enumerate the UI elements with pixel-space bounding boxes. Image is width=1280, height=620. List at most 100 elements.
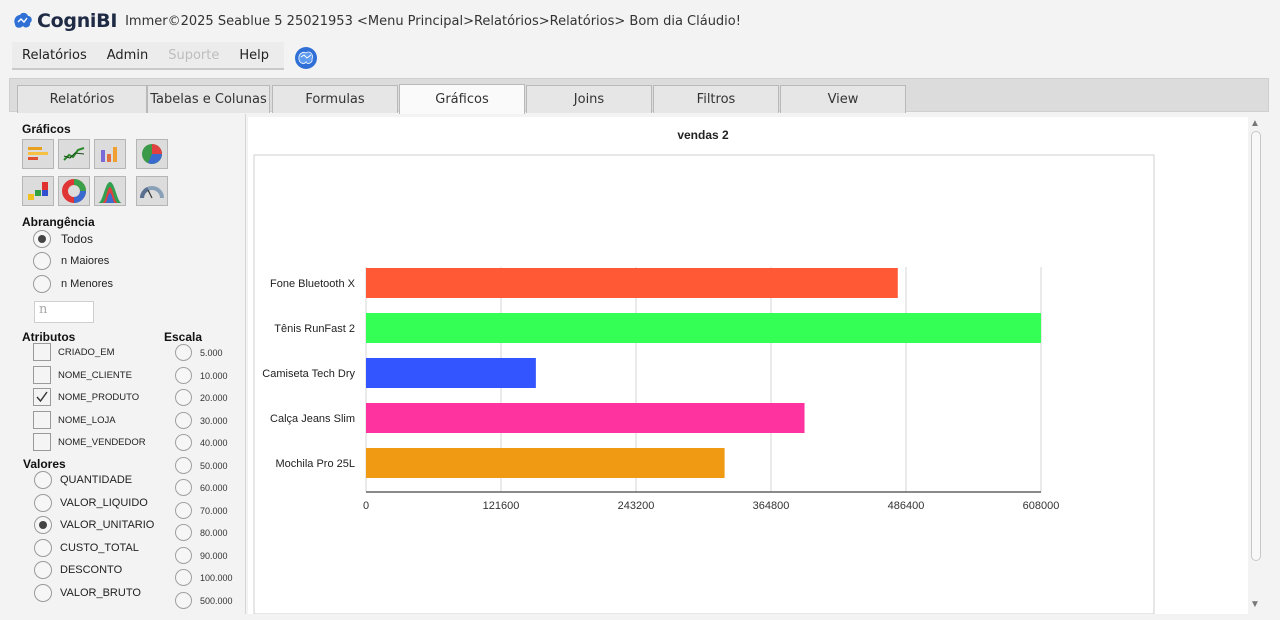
radio-todos[interactable] (33, 230, 51, 248)
scroll-down-arrow-icon[interactable]: ▼ (1250, 599, 1260, 610)
radio-n-maiores[interactable] (33, 252, 51, 270)
bar-fone-bluetooth-x (366, 268, 898, 298)
scale-radio-50000[interactable] (175, 456, 192, 474)
app-logo: CogniBI (12, 10, 117, 32)
tab-tabelas-colunas[interactable]: Tabelas e Colunas (147, 85, 270, 113)
checkbox-nome-produto[interactable] (33, 388, 51, 406)
horizontal-bar-chart-button[interactable] (22, 139, 54, 169)
scale-radio-80000[interactable] (175, 524, 192, 541)
title-bar: CogniBI Immer©2025 Seablue 5 25021953 <M… (0, 0, 1280, 42)
radio-label: VALOR_BRUTO (60, 586, 141, 599)
radio-valor-bruto[interactable] (34, 583, 52, 602)
scale-label: 30.000 (200, 415, 228, 426)
x-tick-label: 608000 (1023, 500, 1060, 512)
category-label: Tênis RunFast 2 (274, 323, 355, 335)
radio-valor-unitario[interactable] (34, 516, 52, 534)
checkbox-nome-loja[interactable] (33, 410, 51, 429)
radio-n-maiores-label: n Maiores (61, 255, 110, 267)
scale-label: 500.000 (200, 595, 233, 606)
scale-label: 80.000 (200, 528, 228, 538)
scale-label: 40.000 (200, 438, 228, 448)
vertical-bar-chart-button[interactable] (94, 139, 126, 169)
graficos-label: Gráficos (22, 122, 71, 136)
vertical-scrollbar[interactable]: ▲ ▼ (1248, 117, 1266, 614)
scale-radio-90000[interactable] (175, 546, 192, 564)
bar-chart: vendas 2 0 121600 243200 364800 486400 608000 F… (253, 128, 1155, 615)
menu-bar: Relatórios Admin Suporte Help (12, 42, 284, 70)
checkbox-nome-cliente[interactable] (33, 365, 51, 384)
scale-label: 10.000 (200, 370, 228, 381)
scale-radio-70000[interactable] (175, 501, 192, 519)
abrangencia-label: Abrangência (22, 215, 95, 229)
scale-radio-40000[interactable] (175, 434, 192, 451)
tab-joins[interactable]: Joins (526, 85, 652, 113)
scale-label: 50.000 (200, 460, 228, 471)
radio-label: DESCONTO (60, 564, 123, 576)
tab-view[interactable]: View (780, 85, 906, 113)
tab-relatorios[interactable]: Relatórios (17, 85, 147, 113)
scale-radio-100000[interactable] (175, 569, 192, 586)
scale-radio-20000[interactable] (175, 389, 192, 406)
line-chart-icon (63, 147, 85, 161)
radio-label: VALOR_UNITARIO (60, 519, 155, 531)
brain-logo-icon (14, 12, 32, 28)
tab-formulas[interactable]: Formulas (272, 85, 398, 113)
tab-filtros[interactable]: Filtros (653, 85, 779, 113)
pie-chart-button[interactable] (136, 139, 168, 169)
escala-label: Escala (164, 330, 203, 344)
scale-radio-10000[interactable] (175, 366, 192, 384)
atributos-label: Atributos (22, 330, 76, 344)
x-tick-label: 486400 (888, 500, 925, 512)
scale-radio-60000[interactable] (175, 479, 192, 496)
x-tick-label: 364800 (753, 500, 790, 512)
category-label: Camiseta Tech Dry (262, 368, 355, 380)
radio-quantidade[interactable] (34, 471, 52, 489)
vertical-bar-chart-icon (101, 147, 117, 162)
radio-desconto[interactable] (34, 561, 52, 579)
radio-label: QUANTIDADE (60, 474, 133, 486)
bar-t-nis-runfast-2 (366, 313, 1041, 343)
radio-custo-total[interactable] (34, 538, 52, 557)
stacked-chart-button[interactable] (22, 176, 54, 206)
checkbox-label: NOME_PRODUTO (58, 392, 140, 403)
gauge-chart-icon (140, 186, 164, 199)
scale-radio-500000[interactable] (175, 591, 192, 609)
pie-chart-icon (142, 144, 162, 164)
area-chart-button[interactable] (94, 176, 126, 206)
chart-title: vendas 2 (677, 128, 729, 142)
checkbox-criado-em[interactable] (33, 343, 51, 361)
donut-chart-icon (62, 179, 86, 203)
scale-radio-30000[interactable] (175, 411, 192, 429)
radio-label: CUSTO_TOTAL (60, 541, 139, 554)
scale-label: 60.000 (200, 483, 228, 493)
menu-admin[interactable]: Admin (106, 47, 149, 63)
chart-options-panel: Gráficos (14, 114, 246, 614)
checkbox-label: CRIADO_EM (58, 347, 115, 358)
valores-label: Valores (23, 457, 66, 471)
scale-label: 20.000 (200, 393, 228, 403)
stacked-chart-icon (28, 182, 48, 200)
scroll-up-arrow-icon[interactable]: ▲ (1250, 118, 1260, 129)
area-chart-icon (98, 182, 122, 203)
checkbox-label: NOME_CLIENTE (58, 369, 132, 381)
scale-label: 90.000 (200, 550, 228, 561)
scale-label: 100.000 (200, 573, 233, 583)
n-value-input[interactable]: n (34, 301, 94, 323)
tab-graficos[interactable]: Gráficos (399, 84, 525, 114)
cognibi-brain-icon[interactable] (293, 45, 319, 71)
scale-radio-5000[interactable] (175, 344, 192, 361)
chart-panel: vendas 2 0 121600 243200 364800 486400 608000 F… (248, 117, 1248, 615)
menu-relatorios[interactable]: Relatórios (22, 47, 87, 63)
gauge-chart-button[interactable] (136, 176, 168, 206)
checkbox-label: NOME_VENDEDOR (58, 437, 146, 448)
menu-help[interactable]: Help (239, 47, 269, 63)
radio-n-menores[interactable] (33, 275, 51, 293)
checkbox-nome-vendedor[interactable] (33, 433, 51, 451)
checkmark-icon (36, 391, 48, 403)
donut-chart-button[interactable] (58, 176, 90, 206)
scroll-thumb[interactable] (1251, 131, 1261, 561)
scale-label: 70.000 (200, 505, 228, 516)
radio-valor-liquido[interactable] (34, 493, 52, 512)
scale-label: 5.000 (200, 348, 223, 358)
line-chart-button[interactable] (58, 139, 90, 169)
